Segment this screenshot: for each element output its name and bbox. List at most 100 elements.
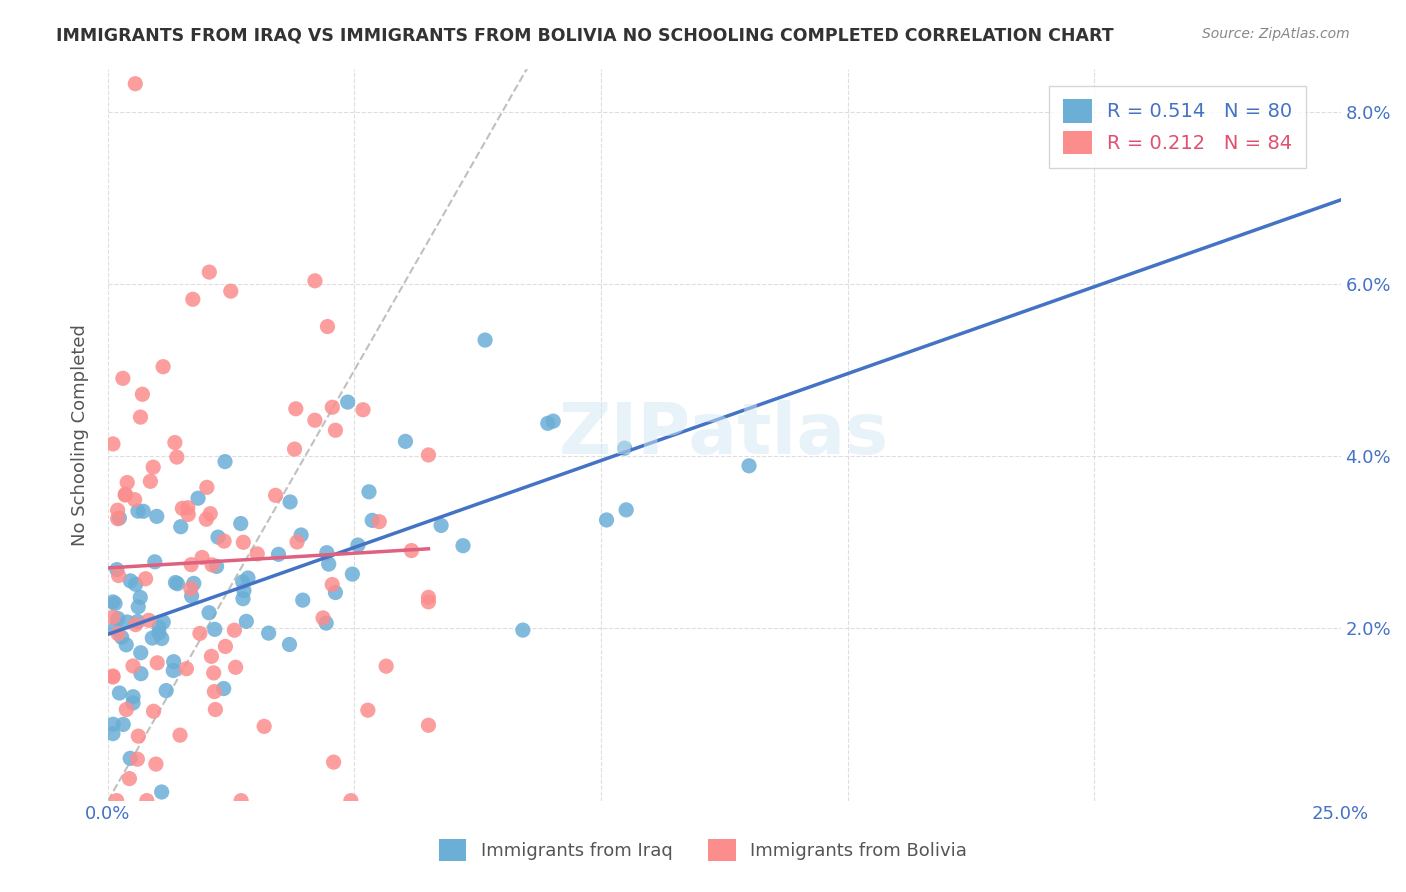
Point xyxy=(232,591,254,606)
Point xyxy=(283,442,305,456)
Point xyxy=(120,574,142,588)
Point xyxy=(115,475,138,490)
Point xyxy=(172,501,194,516)
Text: ZIPatlas: ZIPatlas xyxy=(560,401,890,469)
Point xyxy=(180,582,202,596)
Point xyxy=(418,591,440,605)
Point xyxy=(394,434,416,449)
Point xyxy=(325,423,347,437)
Point xyxy=(122,696,145,710)
Point xyxy=(180,558,202,572)
Point xyxy=(152,615,174,629)
Point xyxy=(430,518,453,533)
Point xyxy=(166,576,188,591)
Point xyxy=(150,632,173,646)
Point xyxy=(232,583,254,598)
Point xyxy=(246,547,269,561)
Point xyxy=(101,669,124,683)
Point xyxy=(451,539,474,553)
Point xyxy=(236,571,259,585)
Point xyxy=(169,728,191,742)
Point xyxy=(101,595,124,609)
Point xyxy=(316,319,339,334)
Point xyxy=(418,595,440,609)
Point xyxy=(170,520,193,534)
Point xyxy=(105,563,128,577)
Point xyxy=(135,794,157,808)
Point xyxy=(264,488,287,502)
Point xyxy=(115,615,138,629)
Point xyxy=(235,615,257,629)
Point xyxy=(115,638,138,652)
Point xyxy=(107,512,129,526)
Point xyxy=(202,665,225,680)
Point xyxy=(127,599,149,614)
Point xyxy=(285,535,308,549)
Point xyxy=(207,530,229,544)
Point xyxy=(212,681,235,696)
Point xyxy=(318,557,340,571)
Point xyxy=(284,401,307,416)
Point xyxy=(162,664,184,678)
Point xyxy=(127,615,149,629)
Point xyxy=(200,649,222,664)
Point xyxy=(304,274,326,288)
Point xyxy=(200,507,222,521)
Point xyxy=(352,402,374,417)
Point xyxy=(148,626,170,640)
Point xyxy=(219,284,242,298)
Point xyxy=(129,666,152,681)
Point xyxy=(278,495,301,509)
Point xyxy=(150,785,173,799)
Point xyxy=(111,371,134,385)
Point xyxy=(738,458,761,473)
Point xyxy=(202,684,225,698)
Point xyxy=(111,630,134,644)
Point xyxy=(253,719,276,733)
Point xyxy=(143,555,166,569)
Point xyxy=(357,703,380,717)
Point xyxy=(278,638,301,652)
Point xyxy=(127,752,149,766)
Point xyxy=(115,702,138,716)
Point xyxy=(135,572,157,586)
Point xyxy=(595,513,617,527)
Point xyxy=(541,414,564,428)
Point xyxy=(340,794,363,808)
Point xyxy=(177,508,200,522)
Point xyxy=(191,550,214,565)
Point xyxy=(114,488,136,502)
Point xyxy=(101,717,124,731)
Point xyxy=(232,535,254,549)
Point xyxy=(104,597,127,611)
Point xyxy=(155,683,177,698)
Point xyxy=(291,593,314,607)
Point xyxy=(321,577,343,591)
Point xyxy=(138,613,160,627)
Point xyxy=(368,515,391,529)
Point xyxy=(181,293,204,307)
Point xyxy=(107,568,129,582)
Point xyxy=(146,656,169,670)
Point xyxy=(108,686,131,700)
Point xyxy=(129,410,152,425)
Point xyxy=(101,726,124,740)
Point xyxy=(124,577,146,591)
Point xyxy=(176,662,198,676)
Point xyxy=(163,435,186,450)
Point xyxy=(131,387,153,401)
Point xyxy=(166,450,188,464)
Point xyxy=(101,670,124,684)
Point xyxy=(124,77,146,91)
Legend: R = 0.514   N = 80, R = 0.212   N = 84: R = 0.514 N = 80, R = 0.212 N = 84 xyxy=(1049,86,1306,168)
Point xyxy=(229,516,252,531)
Point xyxy=(304,413,326,427)
Point xyxy=(336,395,359,409)
Point xyxy=(474,333,496,347)
Point xyxy=(163,655,186,669)
Point xyxy=(132,504,155,518)
Point xyxy=(198,606,221,620)
Point xyxy=(225,660,247,674)
Point xyxy=(114,487,136,501)
Point xyxy=(183,576,205,591)
